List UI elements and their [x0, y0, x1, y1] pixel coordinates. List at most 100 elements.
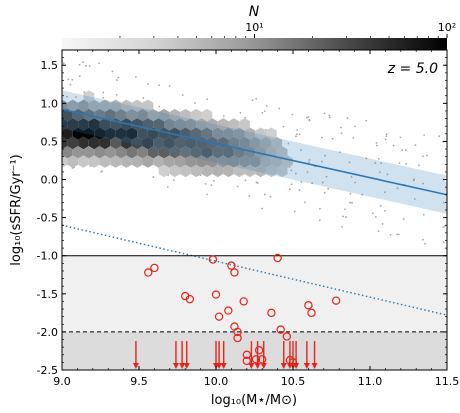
background-point [340, 132, 343, 135]
hexbin-cell [239, 136, 250, 150]
hexbin-cell [244, 127, 256, 140]
background-point [342, 215, 344, 218]
y-tick-label: -1.5 [37, 288, 58, 301]
upper-limit-arrow [172, 341, 179, 369]
background-point [102, 96, 104, 99]
hexbin-cell [164, 136, 175, 150]
hexbin-cell [78, 155, 89, 168]
background-point [365, 119, 368, 122]
background-point [158, 84, 161, 87]
colorbar-ticks: 10¹ 10² [119, 21, 456, 38]
y-tick-label: 0.5 [41, 135, 59, 148]
background-point [261, 207, 263, 210]
x-axis-title: log₁₀(M⋆/M⊙) [211, 393, 297, 408]
background-point [135, 76, 137, 78]
x-tick-label: 11.0 [358, 375, 383, 388]
upper-limit-arrow [132, 341, 139, 369]
red-circle [307, 308, 316, 318]
hexbin-cell [201, 108, 213, 122]
upper-limit-arrow [303, 341, 310, 369]
background-point [349, 192, 352, 195]
background-point [199, 174, 202, 177]
background-point [117, 76, 120, 79]
background-point [308, 159, 311, 161]
hexbin-cell [62, 155, 68, 168]
background-point [278, 107, 281, 110]
hexbin-cell [62, 136, 68, 150]
background-point [293, 210, 296, 213]
hexbin-cell [169, 146, 181, 159]
background-point [338, 151, 341, 154]
background-point [354, 125, 356, 128]
hexbin-cell [72, 127, 84, 140]
shaded-region-1 [62, 331, 447, 370]
background-point [265, 105, 268, 107]
y-tick-label: -2.5 [37, 364, 58, 377]
background-point [206, 98, 209, 100]
background-point [328, 114, 331, 117]
y-tick-label: 1.0 [41, 97, 59, 110]
red-circle [211, 290, 221, 299]
upper-limit-arrow [260, 341, 267, 369]
hexbin-cell [147, 146, 159, 159]
hexbin-cell [249, 136, 261, 150]
upper-limit-arrows [132, 341, 318, 369]
background-point [306, 116, 308, 119]
background-point [244, 116, 247, 119]
background-point [244, 179, 247, 182]
background-point [98, 62, 101, 65]
hexbin-cell [207, 155, 218, 168]
shaded-regions [62, 255, 447, 370]
hexbin-cell [233, 127, 245, 140]
hexbin-cell [115, 146, 127, 159]
background-point [298, 189, 301, 191]
arrow-head [260, 363, 267, 369]
hexbin-cell [131, 136, 143, 150]
background-point [345, 216, 347, 218]
hexbin-cell [72, 146, 84, 159]
background-point [377, 157, 380, 160]
hexbin-cell [83, 90, 95, 103]
background-point [386, 173, 389, 176]
background-point [308, 118, 311, 121]
arrow-head [183, 363, 190, 369]
background-point [422, 155, 424, 158]
arrow-head [172, 363, 179, 369]
background-point [206, 193, 209, 196]
background-point [323, 112, 326, 115]
red-circle [214, 312, 224, 321]
hexbin-cell [260, 136, 272, 150]
hexbin-cell [233, 164, 245, 178]
background-point [396, 187, 399, 190]
upper-limit-arrow [280, 341, 287, 369]
background-point [111, 70, 114, 73]
background-point [263, 110, 266, 113]
hexbin-cell [223, 127, 234, 140]
hexbin-cell [142, 155, 154, 168]
hexbin-cell [62, 118, 68, 131]
red-circle [254, 345, 264, 355]
background-point [352, 136, 355, 139]
hexbin-cell [105, 146, 116, 159]
hexbin-cell [88, 118, 100, 131]
hexbin-cell [88, 136, 100, 150]
background-point [85, 64, 87, 67]
hexbin-cell [244, 146, 256, 159]
hexbin-cell [131, 155, 143, 168]
upper-limit-arrow [179, 341, 186, 369]
hexbin-cell [62, 127, 73, 140]
hexbin-cell [158, 108, 170, 122]
hexbin-cell [169, 108, 181, 122]
red-circle [267, 308, 276, 318]
background-point [78, 75, 81, 78]
hexbin-cell [217, 118, 229, 131]
background-point [422, 182, 424, 185]
background-point [361, 193, 364, 196]
background-point [384, 191, 386, 194]
background-point [213, 179, 215, 182]
background-point [222, 115, 225, 117]
red-circle [304, 301, 313, 310]
background-point [288, 188, 291, 191]
y-tick-label: -1.0 [37, 250, 58, 263]
hexbin-cell [147, 108, 159, 122]
